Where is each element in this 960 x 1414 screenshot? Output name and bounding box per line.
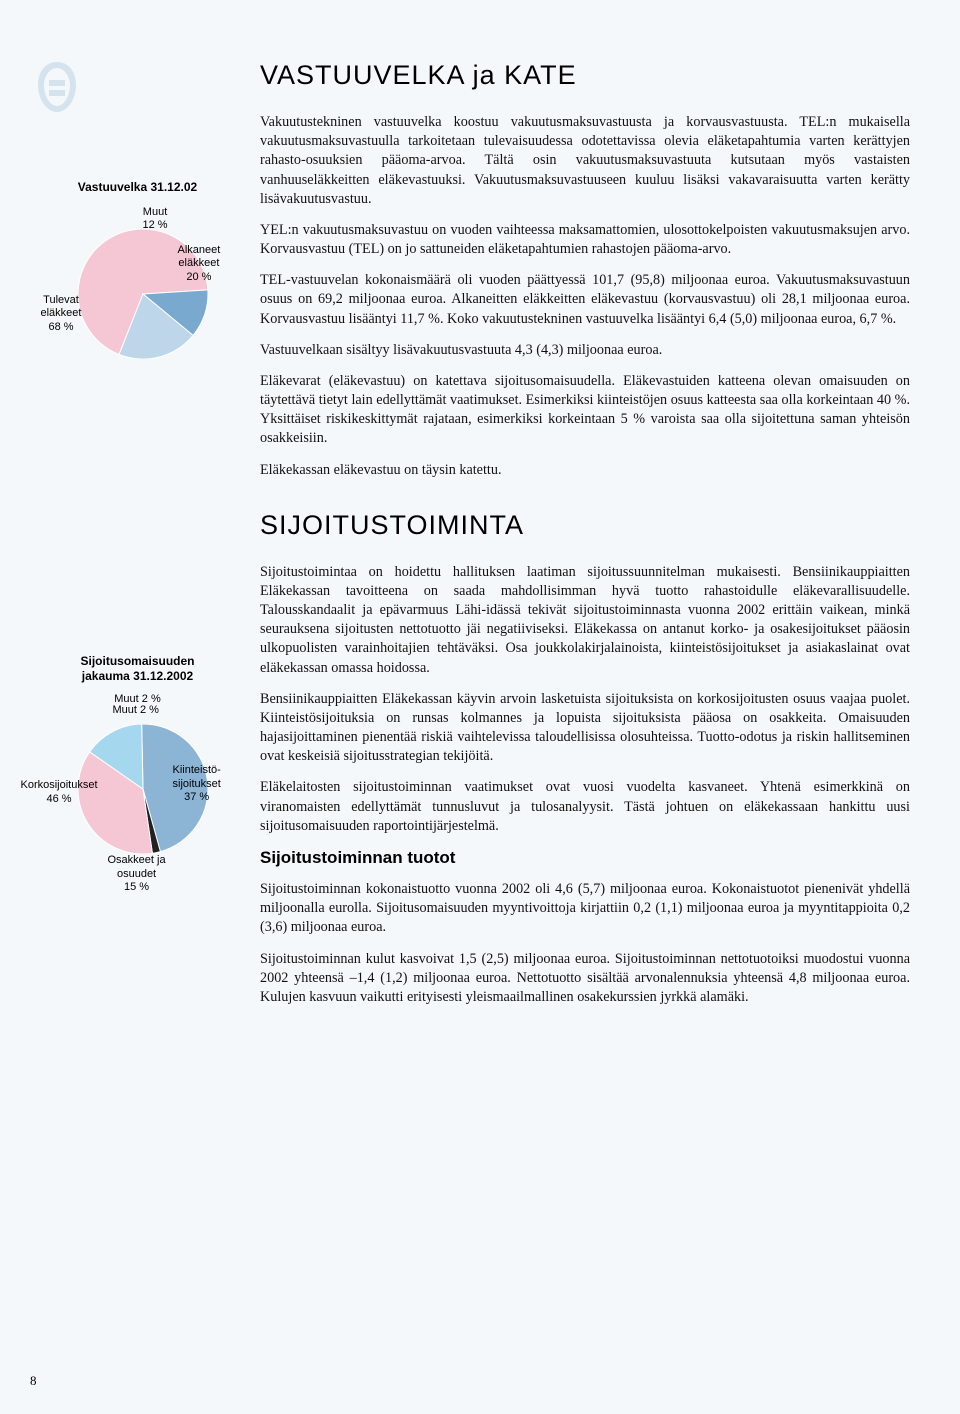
chart-vastuuvelka: Vastuuvelka 31.12.02 Tulevat eläkkeet 68…: [30, 180, 245, 374]
paragraph: Vastuuvelkaan sisältyy lisävakuutusvastu…: [260, 341, 910, 360]
chart-sijoitus: Sijoitusomaisuuden jakauma 31.12.2002 Mu…: [30, 654, 245, 879]
page-container: Vastuuvelka 31.12.02 Tulevat eläkkeet 68…: [0, 0, 960, 1059]
sidebar: Vastuuvelka 31.12.02 Tulevat eläkkeet 68…: [30, 60, 260, 1019]
chart1-pie: Tulevat eläkkeet 68 % Muut 12 % Alkaneet e…: [43, 204, 233, 374]
pie-label: Kiinteistö- sijoitukset 37 %: [173, 764, 221, 805]
chart2-pie: Korkosijoitukset 46 %Muut 2 %Kiinteistö-…: [43, 709, 233, 879]
pie-label: Muut 12 %: [143, 206, 168, 234]
chart2-title: Sijoitusomaisuuden jakauma 31.12.2002: [30, 654, 245, 685]
paragraph: Eläkelaitosten sijoitustoiminnan vaatimu…: [260, 778, 910, 836]
paragraph: Sijoitustoimintaa on hoidettu hallitukse…: [260, 563, 910, 678]
main-content: VASTUUVELKA ja KATE Vakuutustekninen vas…: [260, 60, 910, 1019]
paragraph: Eläkekassan eläkevastuu on täysin katett…: [260, 461, 910, 480]
paragraph: Vakuutustekninen vastuuvelka koostuu vak…: [260, 113, 910, 209]
pie-label: Muut 2 %: [113, 704, 159, 718]
pie-label: Alkaneet eläkkeet 20 %: [178, 244, 221, 285]
pie-label: Tulevat eläkkeet 68 %: [41, 294, 82, 335]
pie-label: Korkosijoitukset 46 %: [21, 779, 98, 807]
paragraph: Sijoitustoiminnan kokonaistuotto vuonna …: [260, 880, 910, 938]
pie-label: Osakkeet ja osuudet 15 %: [108, 854, 166, 895]
paragraph: TEL-vastuuvelan kokonaismäärä oli vuoden…: [260, 271, 910, 329]
chart1-title: Vastuuvelka 31.12.02: [30, 180, 245, 196]
page-number: 8: [30, 1373, 37, 1389]
section1-title: VASTUUVELKA ja KATE: [260, 60, 910, 91]
paragraph: Sijoitustoiminnan kulut kasvoivat 1,5 (2…: [260, 950, 910, 1008]
section2-title: SIJOITUSTOIMINTA: [260, 510, 910, 541]
paragraph: Eläkevarat (eläkevastuu) on katettava si…: [260, 372, 910, 449]
logo-icon: [35, 60, 80, 115]
section2-subheading: Sijoitustoiminnan tuotot: [260, 848, 910, 868]
paragraph: Bensiinikauppiaitten Eläkekassan käyvin …: [260, 690, 910, 767]
paragraph: YEL:n vakuutusmaksuvastuu on vuoden vaih…: [260, 221, 910, 259]
